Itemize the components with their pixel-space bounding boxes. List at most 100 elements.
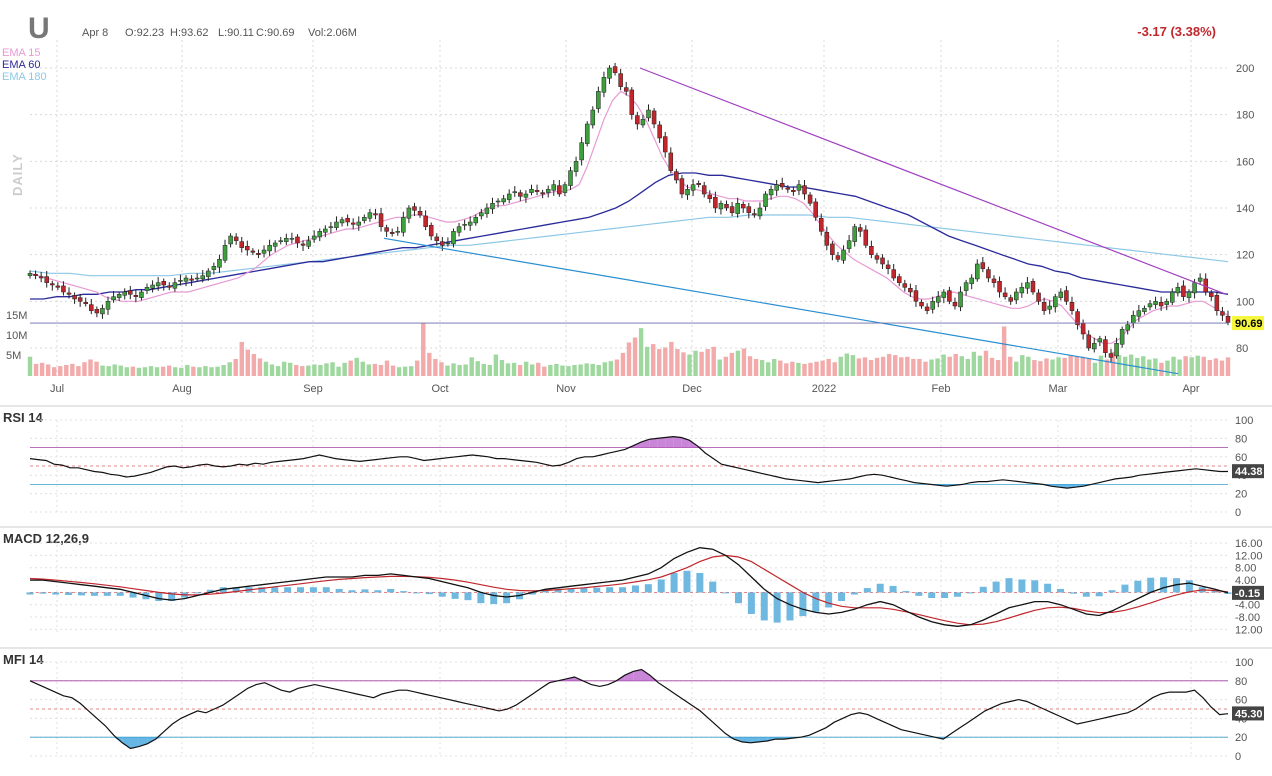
volume-bar bbox=[1159, 362, 1164, 376]
volume-bar bbox=[330, 362, 335, 376]
histogram-bar bbox=[1082, 592, 1090, 597]
histogram-bar bbox=[941, 592, 949, 599]
volume-bar bbox=[100, 365, 105, 376]
volume-bar bbox=[1110, 351, 1116, 376]
candle-body bbox=[161, 281, 166, 286]
candle-body bbox=[434, 236, 440, 241]
volume-bar bbox=[312, 364, 317, 376]
osc-tick-label: -4.00 bbox=[1235, 600, 1260, 612]
candle-body bbox=[657, 124, 662, 139]
volume-bar bbox=[173, 367, 178, 376]
volume-bar bbox=[197, 367, 202, 376]
volume-bar bbox=[572, 365, 577, 376]
histogram-bar bbox=[876, 583, 884, 593]
volume-bar bbox=[1122, 356, 1128, 376]
volume-bar bbox=[608, 361, 614, 376]
candle-body bbox=[479, 212, 484, 217]
candle-body bbox=[1164, 301, 1169, 305]
histogram-bar bbox=[799, 592, 807, 617]
candle-body bbox=[105, 301, 111, 310]
candle-body bbox=[1092, 343, 1097, 350]
volume-bar bbox=[584, 363, 589, 376]
volume-bar bbox=[832, 362, 837, 376]
volume-bar bbox=[711, 346, 716, 376]
candle-body bbox=[445, 242, 451, 245]
candle-body bbox=[685, 189, 690, 196]
volume-bar bbox=[657, 349, 662, 376]
candle-body bbox=[529, 189, 534, 193]
histogram-bar bbox=[322, 587, 330, 593]
candle-body bbox=[674, 171, 679, 181]
volume-bar bbox=[142, 367, 148, 376]
histogram-bar bbox=[928, 592, 936, 599]
candle-body bbox=[696, 183, 701, 185]
price-tick-label: 140 bbox=[1236, 203, 1254, 215]
volume-bar bbox=[130, 366, 136, 376]
candle-body bbox=[724, 204, 729, 209]
volume-bar bbox=[596, 365, 601, 376]
volume-bar bbox=[233, 358, 238, 376]
histogram-bar bbox=[387, 588, 395, 593]
candle-body bbox=[339, 219, 345, 224]
volume-bar bbox=[1092, 362, 1098, 376]
x-tick-label: Aug bbox=[172, 383, 192, 395]
price-tick-label: 180 bbox=[1236, 110, 1254, 122]
histogram-bar bbox=[116, 592, 124, 596]
histogram-bar bbox=[361, 589, 369, 593]
volume-bar bbox=[566, 366, 571, 376]
candle-body bbox=[66, 292, 72, 295]
overbought-fill bbox=[673, 436, 682, 448]
candle-body bbox=[1108, 353, 1114, 358]
histogram-bar bbox=[850, 592, 858, 595]
volume-bar bbox=[1225, 357, 1231, 376]
candle-body bbox=[612, 66, 618, 73]
candle-body bbox=[1086, 334, 1091, 349]
candle-body bbox=[774, 184, 779, 191]
candle-body bbox=[83, 302, 88, 304]
ema15-line bbox=[29, 90, 1229, 344]
volume-bar bbox=[263, 361, 269, 376]
volume-bar bbox=[796, 362, 801, 376]
histogram-bar bbox=[65, 592, 73, 595]
candle-body bbox=[1147, 303, 1153, 308]
candle-body bbox=[345, 218, 350, 223]
candle-body bbox=[1058, 291, 1064, 298]
volume-bar bbox=[433, 358, 438, 376]
candle-body bbox=[975, 263, 980, 280]
candle-body bbox=[813, 201, 818, 218]
histogram-bar bbox=[451, 592, 459, 599]
candle-body bbox=[1075, 311, 1080, 325]
candle-body bbox=[245, 246, 250, 251]
volume-bar bbox=[505, 363, 511, 376]
volume-bar bbox=[154, 367, 160, 376]
volume-bar bbox=[1141, 356, 1146, 376]
candle-body bbox=[278, 240, 283, 242]
histogram-bar bbox=[889, 585, 897, 593]
volume-bar bbox=[493, 354, 499, 376]
histogram-bar bbox=[1211, 590, 1219, 593]
candle-body bbox=[1142, 308, 1147, 312]
candle-body bbox=[77, 297, 83, 302]
osc-tick-label: 60 bbox=[1235, 695, 1247, 707]
close-label: C:90.69 bbox=[256, 27, 295, 39]
candle-body bbox=[362, 217, 367, 221]
histogram-bar bbox=[490, 592, 498, 605]
candle-body bbox=[295, 236, 300, 244]
histogram-bar bbox=[1005, 578, 1013, 593]
candle-body bbox=[857, 227, 863, 232]
candle-body bbox=[267, 245, 272, 252]
volume-bar bbox=[348, 360, 353, 376]
volume-bar bbox=[663, 347, 668, 376]
candle-body bbox=[289, 238, 295, 240]
histogram-bar bbox=[1134, 580, 1142, 593]
osc-tick-label: 60 bbox=[1235, 452, 1247, 464]
volume-bar bbox=[953, 354, 958, 376]
mfi-panel: MFI 1402040608010045.30 bbox=[3, 652, 1264, 763]
histogram-bar bbox=[979, 586, 987, 593]
candle-body bbox=[467, 221, 473, 226]
candle-body bbox=[189, 278, 194, 281]
candle-body bbox=[1014, 291, 1019, 301]
volume-bar bbox=[396, 367, 402, 376]
volume-bar bbox=[439, 362, 444, 376]
